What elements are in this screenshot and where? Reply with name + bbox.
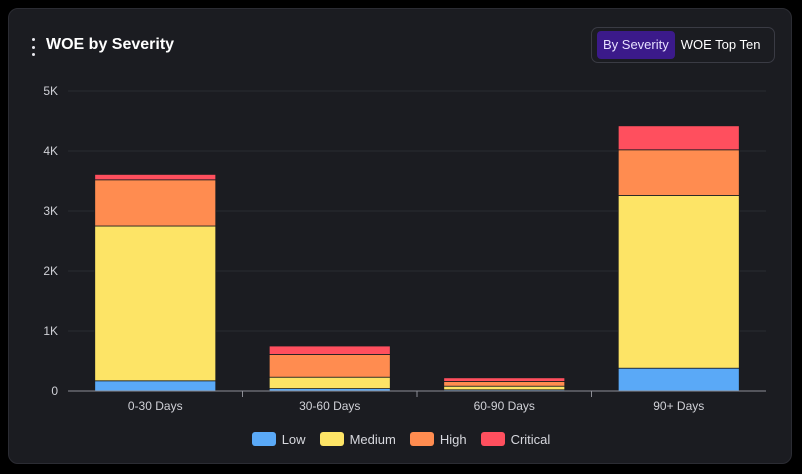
legend-swatch [251,432,276,446]
bar-segment-medium [268,376,391,390]
y-tick-label: 0 [51,384,58,398]
kebab-dot [31,53,35,56]
y-tick-label: 4K [43,144,58,158]
legend-item-high[interactable]: High [409,431,467,447]
x-tick-label: 90+ Days [653,399,704,413]
bar-segment-high [443,380,566,387]
x-tick-label: 0-30 Days [128,399,183,413]
bar-segment-high [617,149,740,196]
x-tick-label: 60-90 Days [474,399,535,413]
bar-segment-critical [268,345,391,355]
legend-label: Low [281,431,306,447]
legend-item-low[interactable]: Low [251,431,306,447]
chart-legend: Low Medium High Critical [0,430,802,448]
x-tick-label: 30-60 Days [299,399,360,413]
kebab-dot [31,45,35,49]
bar-segment-medium [443,385,566,391]
bar-segment-critical [443,377,566,382]
chart-title: WOE by Severity [46,36,175,53]
legend-item-medium[interactable]: Medium [319,431,396,447]
legend-label: Medium [349,431,396,447]
y-tick-label: 1K [43,324,58,338]
view-toggle: By Severity WOE Top Ten [591,27,775,63]
legend-swatch [409,432,434,446]
y-tick-label: 2K [43,264,58,278]
bar-segment-high [268,353,391,378]
bar-segment-high [94,179,217,227]
bar-segment-critical [617,125,740,151]
y-tick-label: 5K [43,84,58,98]
bar-segment-critical [94,173,217,181]
toggle-by-severity[interactable]: By Severity [597,31,675,59]
toggle-woe-top-ten[interactable]: WOE Top Ten [680,37,761,52]
legend-label: High [439,431,467,447]
legend-swatch [319,432,344,446]
bar-segment-low [94,380,217,392]
legend-swatch [480,432,505,446]
legend-label: Critical [510,431,551,447]
y-tick-label: 3K [43,204,58,218]
kebab-menu-icon[interactable] [29,38,37,56]
bar-segment-medium [94,225,217,382]
bar-segment-low [617,367,740,392]
kebab-dot [31,38,35,41]
bar-segment-medium [617,194,740,369]
legend-item-critical[interactable]: Critical [480,431,551,447]
